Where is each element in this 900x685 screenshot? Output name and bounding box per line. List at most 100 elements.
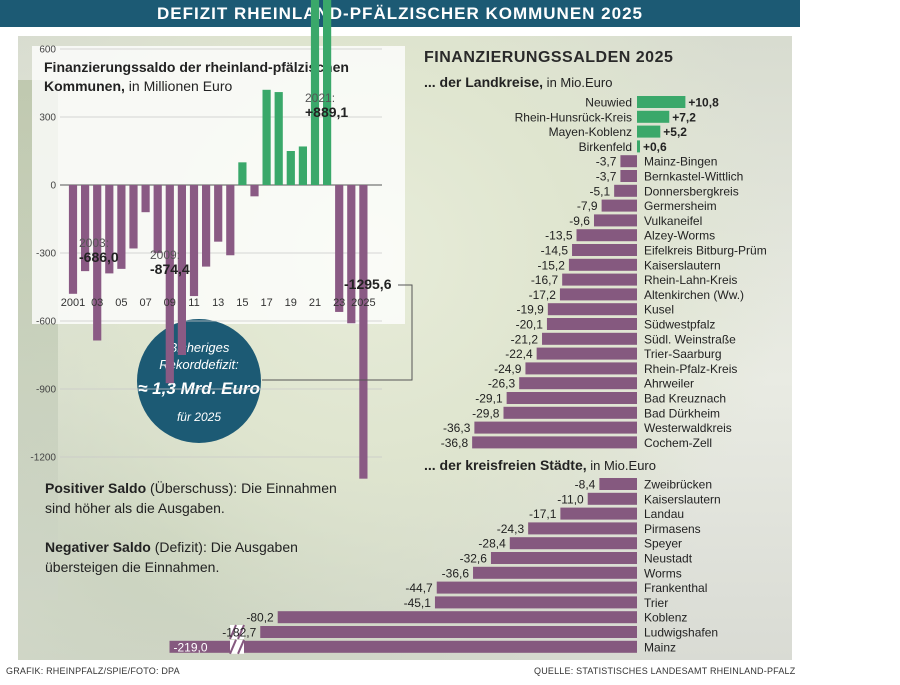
stadt-value: -8,4 bbox=[575, 478, 596, 492]
annotation-value: -874,4 bbox=[150, 261, 190, 277]
landkreis-value: -13,5 bbox=[545, 229, 573, 243]
landkreis-value: -3,7 bbox=[596, 170, 617, 184]
stadt-bar bbox=[599, 478, 637, 490]
landkreis-value: -19,9 bbox=[516, 303, 544, 317]
negative-balance-explanation: Negativer Saldo (Defizit): Die Ausgaben … bbox=[45, 537, 345, 577]
landkreis-bar bbox=[637, 110, 670, 123]
timeline-bar bbox=[177, 185, 186, 355]
stadt-value: -80,2 bbox=[246, 611, 274, 625]
y-tick-label: 600 bbox=[39, 45, 56, 56]
badge-line2: Rekorddefizit: bbox=[159, 357, 239, 372]
timeline-bar bbox=[214, 185, 223, 242]
stadt-name: Speyer bbox=[644, 537, 682, 551]
right-chart-title: FINANZIERUNGSSALDEN 2025 bbox=[424, 49, 674, 66]
landkreis-bar bbox=[637, 125, 661, 138]
landkreis-bar bbox=[576, 229, 637, 242]
axis-break-mark bbox=[237, 639, 245, 655]
stadt-name: Trier bbox=[644, 596, 668, 610]
landkreis-value: -17,2 bbox=[529, 288, 557, 302]
annotation-year: 2009: bbox=[150, 248, 180, 262]
landkreis-bar bbox=[568, 258, 637, 271]
landkreis-bar bbox=[503, 406, 637, 419]
landkreis-bar bbox=[536, 347, 637, 360]
landkreis-name: Mainz-Bingen bbox=[644, 155, 717, 169]
landkreise-heading: ... der Landkreise, in Mio.Euro bbox=[424, 74, 612, 90]
axis-break-mark bbox=[229, 624, 237, 640]
stadt-value: -28,4 bbox=[478, 537, 506, 551]
landkreis-name: Kaiserslautern bbox=[644, 258, 721, 272]
y-tick-label: -1200 bbox=[30, 453, 56, 464]
timeline-bar bbox=[274, 92, 283, 185]
landkreis-value: -7,9 bbox=[577, 199, 598, 213]
landkreis-value: -3,7 bbox=[596, 155, 617, 169]
annotation-year: 2003: bbox=[79, 236, 109, 250]
landkreis-name: Altenkirchen (Ww.) bbox=[644, 288, 744, 302]
landkreis-bar bbox=[601, 199, 637, 212]
annotation-year: 2021: bbox=[305, 91, 335, 105]
footer-source: QUELLE: STATISTISCHES LANDESAMT RHEINLAN… bbox=[534, 666, 796, 676]
timeline-bar bbox=[93, 185, 102, 341]
x-tick-label: 19 bbox=[285, 297, 297, 309]
x-tick-label: 17 bbox=[260, 297, 272, 309]
landkreis-bar bbox=[572, 244, 637, 256]
landkreis-name: Cochem-Zell bbox=[644, 436, 712, 450]
stadt-value: -11,0 bbox=[557, 492, 584, 506]
positive-balance-explanation: Positiver Saldo (Überschuss): Die Einnah… bbox=[45, 478, 345, 518]
stadt-value: -219,0 bbox=[174, 640, 208, 654]
landkreis-bar bbox=[637, 96, 686, 108]
stadt-name: Mainz bbox=[644, 640, 676, 654]
timeline-bar bbox=[335, 185, 344, 312]
timeline-bar bbox=[202, 185, 211, 267]
timeline-bar bbox=[250, 185, 259, 197]
stadt-name: Pirmasens bbox=[644, 522, 701, 536]
record-connector-line bbox=[262, 284, 413, 381]
timeline-bar bbox=[68, 185, 78, 294]
timeline-bar bbox=[262, 89, 271, 185]
stadt-name: Frankenthal bbox=[644, 581, 707, 595]
landkreis-value: -29,1 bbox=[475, 392, 503, 406]
stadt-value: -24,3 bbox=[497, 522, 525, 536]
timeline-bar bbox=[117, 185, 126, 269]
landkreis-name: Rhein-Pfalz-Kreis bbox=[644, 362, 737, 376]
x-tick-label: 09 bbox=[164, 297, 176, 309]
positive-term: Positiver Saldo bbox=[45, 480, 147, 496]
landkreis-value: -26,3 bbox=[488, 377, 516, 391]
landkreis-name: Westerwaldkreis bbox=[644, 421, 732, 435]
timeline-bar bbox=[153, 185, 162, 253]
badge-note: für 2025 bbox=[176, 410, 222, 424]
landkreis-bar bbox=[637, 140, 640, 153]
timeline-bar bbox=[310, 0, 320, 185]
landkreis-value: -21,2 bbox=[511, 332, 539, 346]
landkreis-value: -36,3 bbox=[443, 421, 471, 435]
timeline-bar bbox=[141, 185, 150, 213]
timeline-bar bbox=[129, 185, 138, 249]
negative-text: (Defizit): Die Ausgaben übersteigen die … bbox=[45, 539, 298, 575]
y-tick-label: -600 bbox=[36, 317, 56, 328]
landkreis-bar bbox=[559, 288, 637, 301]
landkreis-value: -5,1 bbox=[589, 184, 610, 198]
stadt-bar bbox=[587, 492, 637, 505]
landkreis-name: Mayen-Koblenz bbox=[549, 125, 632, 139]
stadt-bar bbox=[560, 507, 637, 520]
timeline-bar bbox=[359, 185, 368, 479]
landkreis-bar bbox=[506, 392, 637, 404]
timeline-title-main: Finanzierungssaldo der rheinland-pfälzis… bbox=[44, 59, 349, 94]
landkreis-bar bbox=[614, 184, 637, 197]
page-title: DEFIZIT RHEINLAND-PFÄLZISCHER KOMMUNEN 2… bbox=[157, 4, 643, 23]
stadt-bar bbox=[528, 522, 637, 535]
landkreis-name: Bernkastel-Wittlich bbox=[644, 170, 743, 184]
staedte-heading-unit: in Mio.Euro bbox=[586, 458, 656, 473]
x-tick-label: 15 bbox=[236, 297, 248, 309]
timeline-bar bbox=[323, 0, 332, 185]
landkreis-name: Birkenfeld bbox=[579, 140, 632, 154]
landkreis-value: +7,2 bbox=[672, 110, 696, 124]
axis-break-mark bbox=[237, 624, 245, 640]
landkreis-bar bbox=[547, 303, 637, 316]
landkreis-bar bbox=[474, 421, 637, 434]
landkreis-name: Vulkaneifel bbox=[644, 214, 702, 228]
stadt-value: -36,6 bbox=[442, 566, 470, 580]
landkreis-bar bbox=[472, 436, 637, 449]
landkreis-value: -29,8 bbox=[472, 406, 500, 420]
